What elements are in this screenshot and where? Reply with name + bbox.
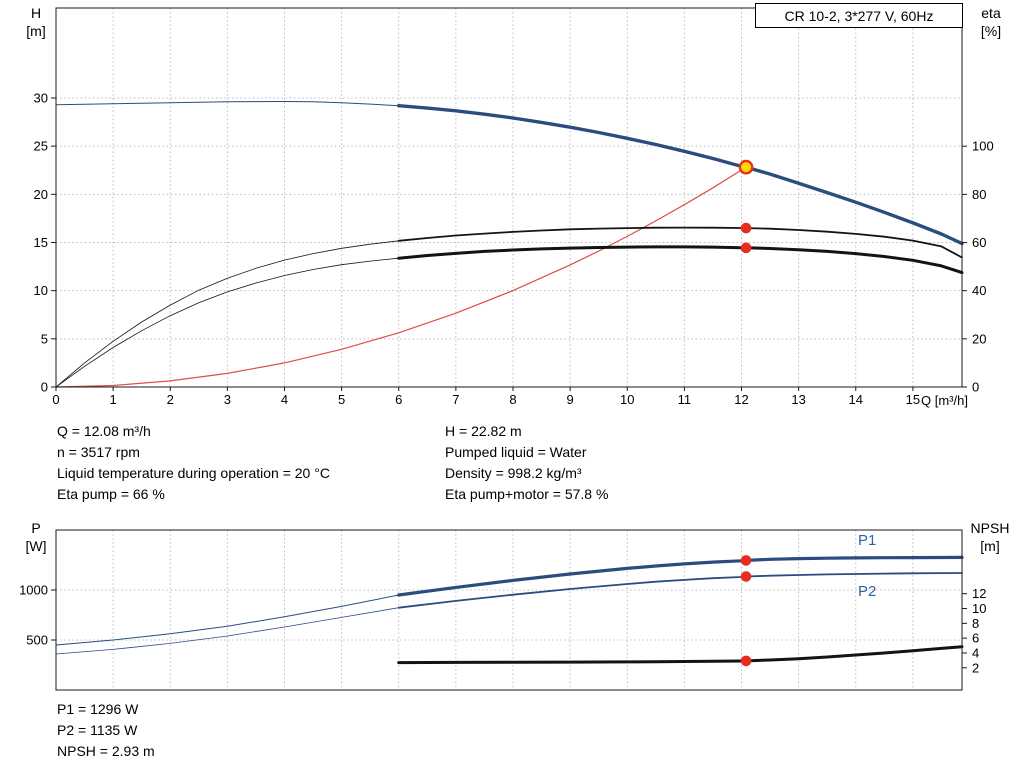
- y-axis-tick-label-left: 5: [41, 331, 48, 346]
- operating-point: [738, 159, 754, 175]
- info-line: NPSH = 2.93 m: [57, 743, 155, 759]
- head-axis-symbol: H: [30, 5, 42, 21]
- x-axis-tick-label: 14: [849, 392, 863, 407]
- x-axis-tick-label: 15: [906, 392, 920, 407]
- x-axis-tick-label: 10: [620, 392, 634, 407]
- x-axis-tick-label: 13: [791, 392, 805, 407]
- power-axis-label: P [W]: [16, 519, 56, 555]
- x-axis-tick-label: 2: [167, 392, 174, 407]
- x-axis-tick-label: 11: [678, 392, 692, 407]
- y-axis-tick-label-right: 20: [972, 331, 986, 346]
- flow-axis-label: Q [m³/h]: [921, 393, 968, 408]
- info-line: P1 = 1296 W: [57, 701, 139, 717]
- x-axis-tick-label: 5: [338, 392, 345, 407]
- x-axis-tick-label: 6: [395, 392, 402, 407]
- y-axis-tick-label-right: 80: [972, 187, 986, 202]
- y-axis-tick-label-left: 25: [34, 139, 48, 154]
- y-axis-tick-label-right: 0: [972, 380, 979, 395]
- x-axis-tick-label: 8: [509, 392, 516, 407]
- npsh-axis-unit: [m]: [980, 538, 1000, 554]
- y-axis-tick-label-left: 500: [26, 633, 48, 648]
- eta-axis-unit: [%]: [980, 23, 1002, 39]
- y-axis-tick-label-right: 40: [972, 283, 986, 298]
- plot-border: [55, 7, 963, 388]
- head-curve: [397, 103, 964, 246]
- eta-axis-symbol: eta: [981, 5, 1001, 21]
- y-axis-tick-label-left: 0: [41, 380, 48, 395]
- y-axis-tick-label-left: 10: [34, 283, 48, 298]
- x-axis-tick-label: 12: [734, 392, 748, 407]
- y-axis-tick-label-right: 8: [972, 616, 979, 631]
- x-axis-tick-label: 9: [567, 392, 574, 407]
- info-line: Liquid temperature during operation = 20…: [57, 465, 330, 481]
- p2-point: [740, 571, 752, 582]
- p2-series-label: P2: [858, 583, 876, 600]
- info-line: Eta pump+motor = 57.8 %: [445, 486, 609, 502]
- pump-title-text: CR 10-2, 3*277 V, 60Hz: [784, 7, 934, 24]
- npsh-axis-symbol: NPSH: [970, 520, 1010, 536]
- eta-pump-motor-curve: [397, 245, 964, 275]
- eta-pump-point: [740, 222, 752, 234]
- npsh-point: [740, 655, 752, 667]
- y-axis-tick-label-left: 30: [34, 90, 48, 105]
- info-line: Eta pump = 66 %: [57, 486, 165, 502]
- info-line: H = 22.82 m: [445, 423, 522, 439]
- power-npsh-readout: P1 = 1296 W P2 = 1135 W NPSH = 2.93 m: [57, 699, 155, 762]
- system-curve-curve: [55, 166, 747, 388]
- head-curve: [55, 101, 400, 107]
- info-line: Density = 998.2 kg/m³: [445, 465, 582, 481]
- y-axis-tick-label-left: 20: [34, 187, 48, 202]
- x-axis-tick-label: 3: [224, 392, 231, 407]
- info-line: P2 = 1135 W: [57, 722, 138, 738]
- info-line: n = 3517 rpm: [57, 444, 140, 460]
- p2-curve: [55, 607, 400, 655]
- y-axis-tick-label-right: 10: [972, 601, 986, 616]
- operating-data-left: Q = 12.08 m³/h n = 3517 rpm Liquid tempera…: [57, 421, 330, 505]
- x-axis-tick-label: 4: [281, 392, 288, 407]
- p1-point: [740, 555, 752, 566]
- y-axis-tick-label-right: 100: [972, 139, 994, 154]
- eta-pump-curve: [55, 240, 400, 388]
- p1-series-label: P1: [858, 532, 876, 549]
- npsh-axis-label: NPSH [m]: [962, 519, 1018, 555]
- eta-pump-motor-point: [740, 242, 752, 254]
- y-axis-tick-label-left: 15: [34, 235, 48, 250]
- x-axis-tick-label: 1: [110, 392, 117, 407]
- power-axis-symbol: P: [31, 520, 41, 536]
- y-axis-tick-label-right: 2: [972, 660, 979, 675]
- y-axis-tick-label-right: 60: [972, 235, 986, 250]
- info-line: Pumped liquid = Water: [445, 444, 587, 460]
- operating-data-right: H = 22.82 m Pumped liquid = Water Density …: [445, 421, 608, 505]
- y-axis-tick-label-right: 12: [972, 586, 986, 601]
- head-axis-unit: [m]: [26, 23, 46, 39]
- x-axis-tick-label: 7: [452, 392, 459, 407]
- npsh-curve: [397, 645, 964, 665]
- y-axis-tick-label-right: 6: [972, 631, 979, 646]
- p1-curve: [397, 555, 964, 597]
- eta-pump-curve: [397, 226, 963, 259]
- x-axis-tick-label: 0: [52, 392, 59, 407]
- power-axis-unit: [W]: [25, 538, 47, 554]
- y-axis-tick-label-right: 4: [972, 645, 979, 660]
- eta-pump-motor-curve: [55, 257, 400, 388]
- y-axis-tick-label-left: 1000: [19, 583, 48, 598]
- eta-axis-label: eta [%]: [968, 4, 1014, 40]
- plot-border: [55, 529, 963, 691]
- p1-curve: [55, 594, 400, 646]
- head-axis-label: H [m]: [16, 4, 56, 40]
- info-line: Q = 12.08 m³/h: [57, 423, 151, 439]
- pump-title-box: CR 10-2, 3*277 V, 60Hz: [755, 3, 963, 28]
